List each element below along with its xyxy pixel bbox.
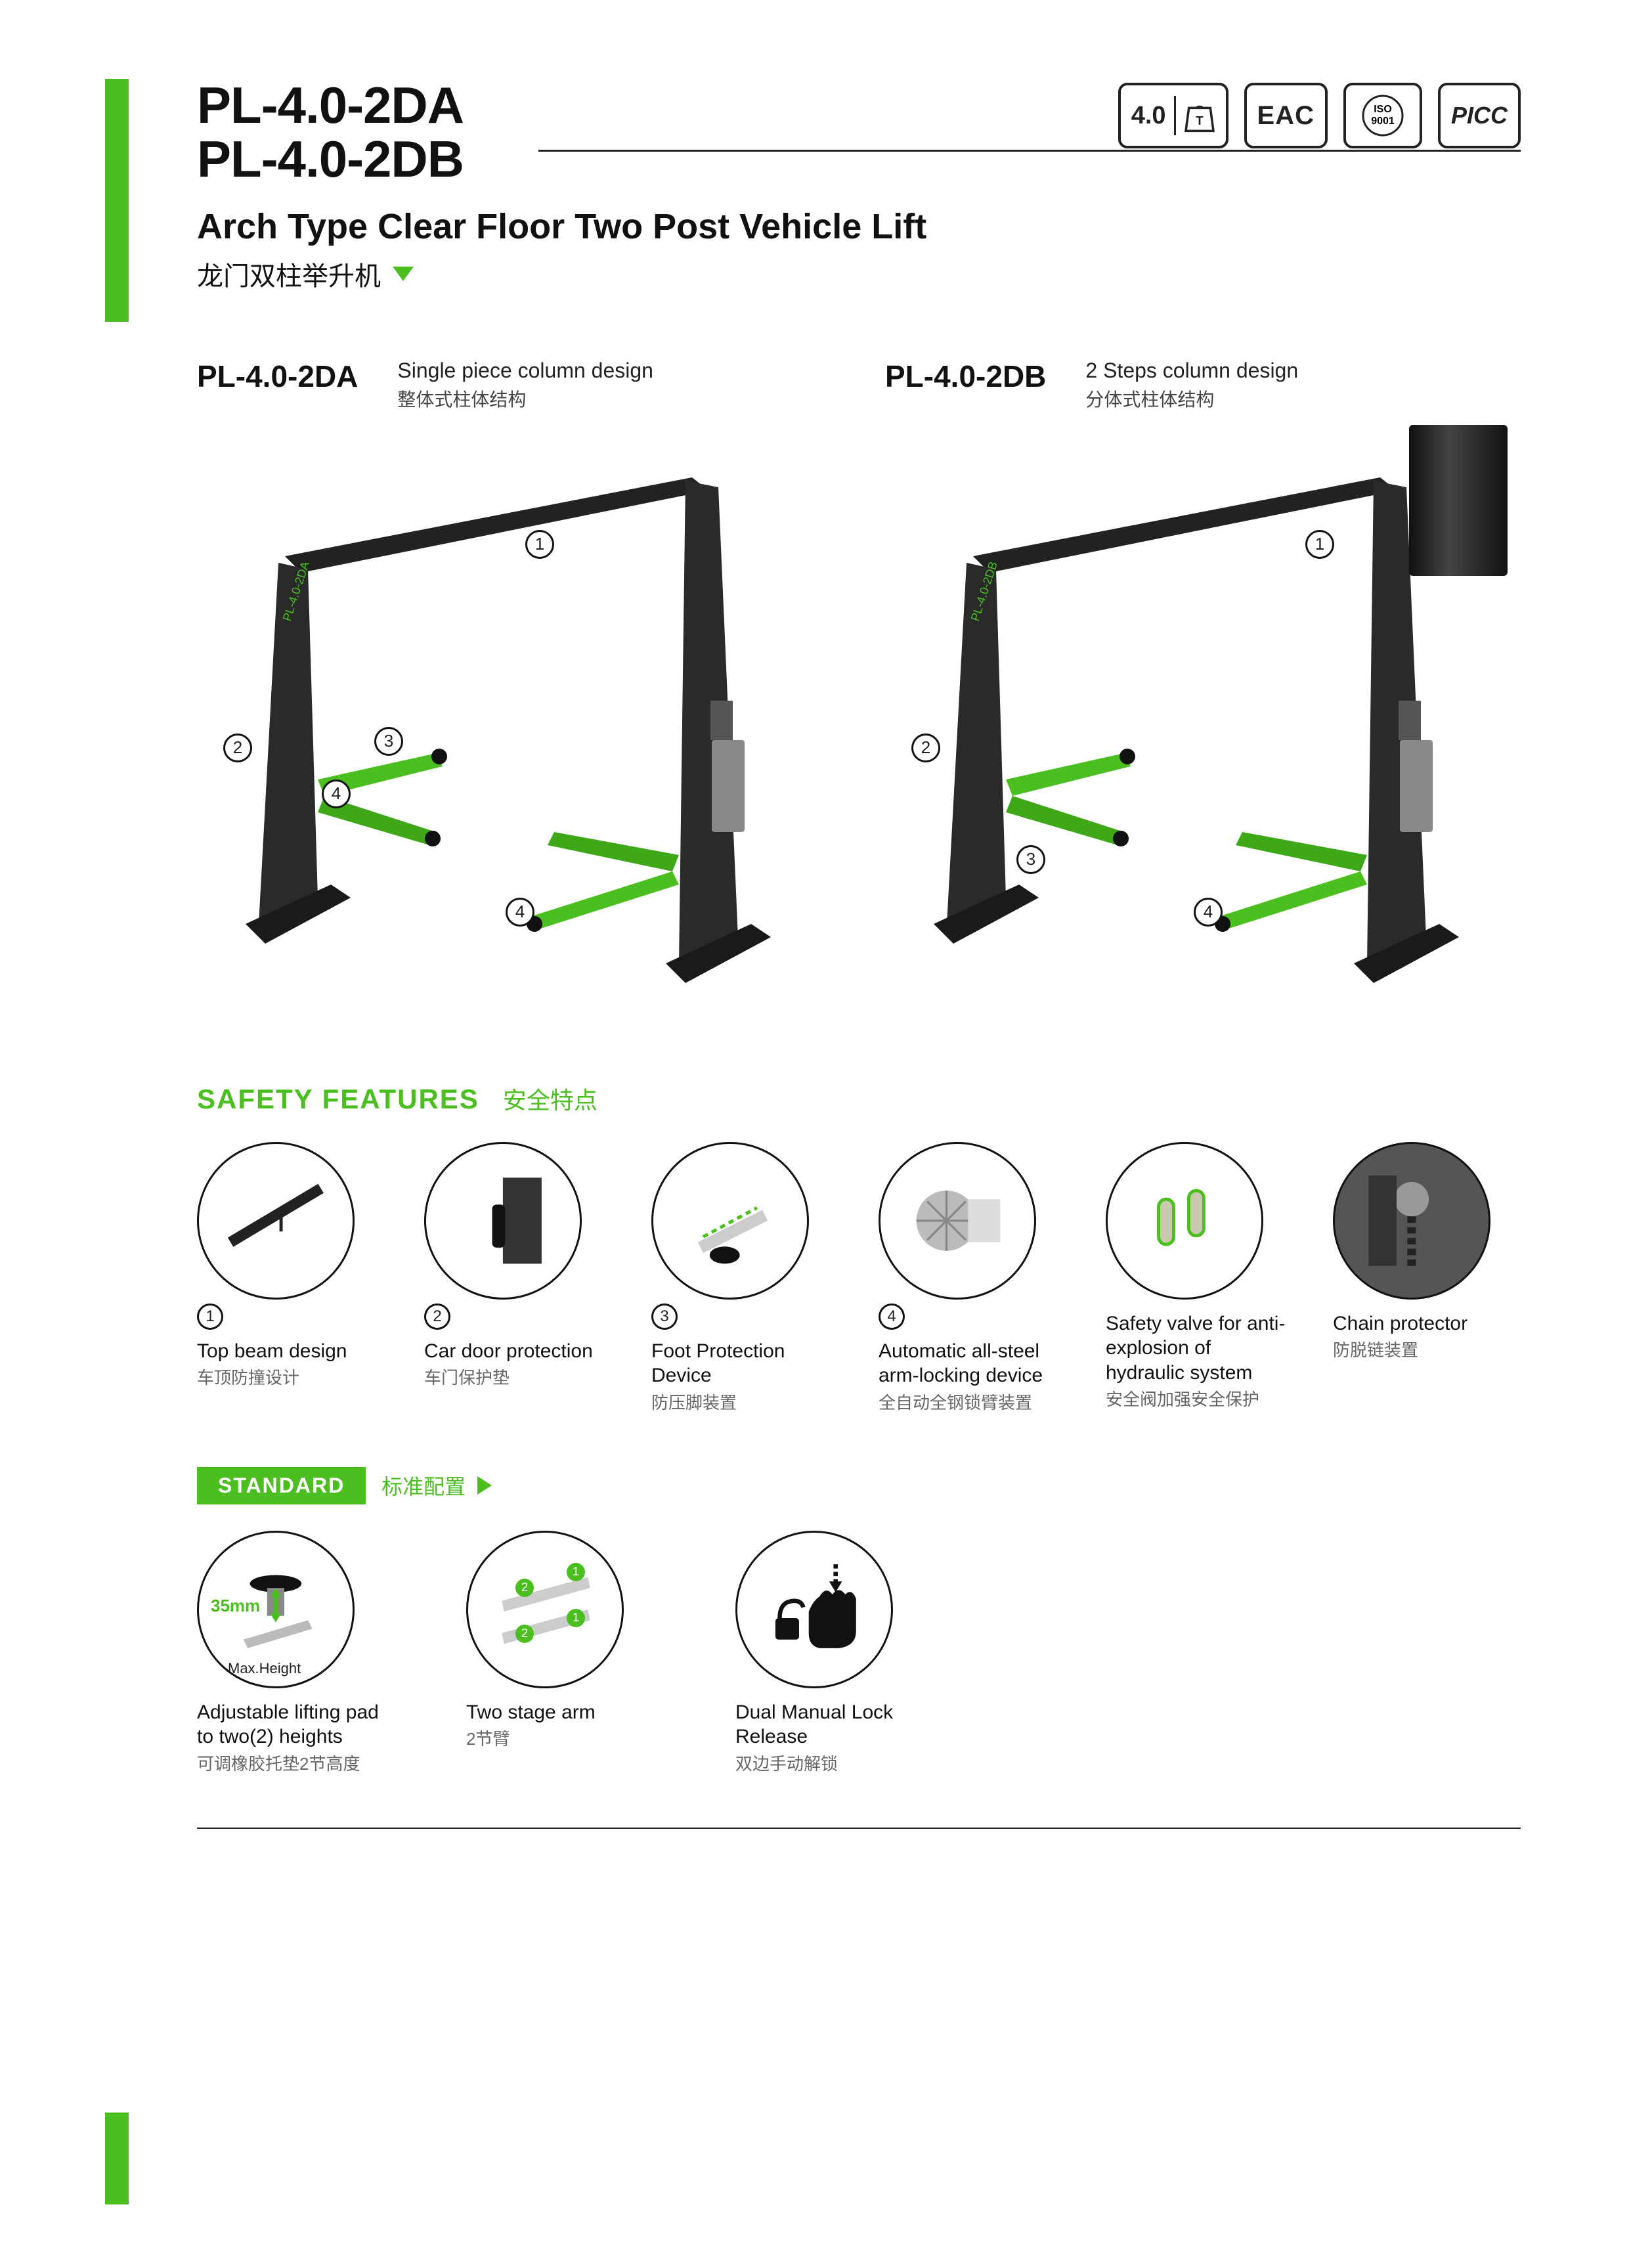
callout-b-3: 3 (1016, 845, 1045, 874)
feature-4-cn: 全自动全钢锁臂装置 (879, 1392, 1066, 1414)
bottom-rule (197, 1828, 1521, 1829)
arm-num-t1: 1 (567, 1563, 585, 1581)
iso-text-2: 9001 (1371, 116, 1395, 127)
standard-3-cn: 双边手动解锁 (735, 1753, 932, 1776)
feature-2-cn: 车门保护垫 (424, 1367, 612, 1390)
feature-num-3: 3 (651, 1304, 678, 1330)
callout-b-2: 2 (911, 734, 940, 762)
standard-3-en: Dual Manual Lock Release (735, 1700, 932, 1749)
capacity-badge: 4.0 T (1118, 83, 1228, 148)
subtitle-block: Arch Type Clear Floor Two Post Vehicle L… (197, 206, 1521, 293)
arm-num-b1: 1 (567, 1609, 585, 1627)
feature-3-cn: 防压脚装置 (651, 1392, 839, 1414)
safety-title-cn: 安全特点 (503, 1082, 598, 1116)
arm-num-t2: 2 (515, 1579, 534, 1597)
feature-4-en: Automatic all-steel arm-locking device (879, 1339, 1066, 1388)
feature-6-cn: 防脱链装置 (1333, 1340, 1521, 1362)
callout-b-4: 4 (1194, 898, 1223, 927)
callout-a-1: 1 (525, 530, 554, 559)
feature-arm-lock: 4 Automatic all-steel arm-locking device… (879, 1142, 1066, 1414)
badge-row: 4.0 T EAC ISO 9001 PICC (1118, 83, 1521, 148)
standard-dual-lock-release: Dual Manual Lock Release 双边手动解锁 (735, 1531, 932, 1776)
feature-1-en: Top beam design (197, 1339, 385, 1364)
safety-title-en: SAFETY FEATURES (197, 1084, 479, 1115)
product-b-desc-cn: 分体式柱体结构 (1085, 385, 1298, 412)
feature-2-en: Car door protection (424, 1339, 612, 1364)
feature-circle-1 (197, 1142, 355, 1300)
feature-5-en: Safety valve for anti-explosion of hydra… (1106, 1311, 1293, 1386)
subtitle-cn: 龙门双柱举升机 (197, 255, 381, 293)
feature-1-cn: 车顶防撞设计 (197, 1367, 385, 1390)
feature-3-en: Foot Protection Device (651, 1339, 839, 1388)
column-inset-icon (1409, 425, 1508, 576)
picc-badge: PICC (1438, 83, 1521, 148)
accent-bar-bottom (105, 2113, 129, 2204)
header-block: PL-4.0-2DA PL-4.0-2DB 4.0 T EAC (197, 79, 1521, 293)
feature-circle-3 (651, 1142, 809, 1300)
iso-text-1: ISO (1374, 104, 1392, 115)
feature-chain-protector: Chain protector 防脱链装置 (1333, 1142, 1521, 1414)
standard-1-cn: 可调橡胶托垫2节高度 (197, 1753, 394, 1776)
standard-1-en: Adjustable lifting pad to two(2) heights (197, 1700, 394, 1749)
feature-safety-valve: Safety valve for anti-explosion of hydra… (1106, 1142, 1293, 1414)
eac-badge: EAC (1244, 83, 1328, 148)
accent-bar-top (105, 79, 129, 322)
product-b: PL-4.0-2DB 2 Steps column design 分体式柱体结构 (885, 359, 1521, 1042)
triangle-down-icon (393, 267, 414, 281)
standard-heading: STANDARD 标准配置 (197, 1467, 492, 1504)
callout-a-2: 2 (223, 734, 252, 762)
arm-num-b2: 2 (515, 1625, 534, 1643)
pad-height-label: 35mm (211, 1596, 260, 1616)
subtitle-en: Arch Type Clear Floor Two Post Vehicle L… (197, 206, 1521, 247)
svg-text:T: T (1196, 114, 1204, 127)
safety-title: SAFETY FEATURES 安全特点 (197, 1082, 1521, 1116)
product-a-image: PL-4.0-2DA 1 2 3 4 4 (197, 425, 833, 1042)
feature-num-4: 4 (879, 1304, 905, 1330)
callout-b-1: 1 (1305, 530, 1334, 559)
standard-title-en: STANDARD (197, 1467, 366, 1504)
standard-row: 35mm Max.Height Adjustable lifting pad t… (197, 1531, 1521, 1776)
callout-a-4b: 4 (506, 898, 534, 927)
tonne-icon: T (1184, 97, 1215, 134)
callout-a-3: 3 (374, 727, 403, 756)
capacity-value: 4.0 (1131, 102, 1166, 130)
standard-two-stage-arm: 1 2 1 2 Two stage arm 2节臂 (466, 1531, 663, 1776)
standard-circle-3 (735, 1531, 893, 1688)
model-numbers: PL-4.0-2DA PL-4.0-2DB (197, 79, 464, 186)
products-row: PL-4.0-2DA Single piece column design 整体… (197, 359, 1521, 1042)
standard-lifting-pad: 35mm Max.Height Adjustable lifting pad t… (197, 1531, 394, 1776)
product-a-desc-cn: 整体式柱体结构 (397, 385, 653, 412)
safety-features-row: 1 Top beam design 车顶防撞设计 2 Car door prot… (197, 1142, 1521, 1414)
model-1: PL-4.0-2DA (197, 79, 464, 133)
feature-6-en: Chain protector (1333, 1311, 1521, 1336)
product-b-desc-en: 2 Steps column design (1085, 359, 1298, 383)
standard-circle-2: 1 2 1 2 (466, 1531, 624, 1688)
standard-title-cn: 标准配置 (381, 1470, 466, 1501)
standard-2-en: Two stage arm (466, 1700, 663, 1725)
feature-circle-5 (1106, 1142, 1263, 1300)
page-root: PL-4.0-2DA PL-4.0-2DB 4.0 T EAC (0, 0, 1652, 2257)
feature-foot-protection: 3 Foot Protection Device 防压脚装置 (651, 1142, 839, 1414)
standard-2-cn: 2节臂 (466, 1728, 663, 1751)
product-a-name: PL-4.0-2DA (197, 359, 358, 394)
product-a: PL-4.0-2DA Single piece column design 整体… (197, 359, 833, 1042)
feature-circle-6 (1333, 1142, 1490, 1300)
triangle-right-icon (477, 1476, 492, 1495)
pad-maxheight-label: Max.Height (228, 1660, 301, 1677)
feature-door-protection: 2 Car door protection 车门保护垫 (424, 1142, 612, 1414)
callout-a-4a: 4 (322, 779, 351, 808)
iso-badge: ISO 9001 (1343, 83, 1422, 148)
product-b-name: PL-4.0-2DB (885, 359, 1046, 394)
product-b-image: PL-4.0-2DB 1 2 3 4 (885, 425, 1521, 1042)
feature-top-beam: 1 Top beam design 车顶防撞设计 (197, 1142, 385, 1414)
feature-5-cn: 安全阀加强安全保护 (1106, 1389, 1293, 1411)
feature-circle-2 (424, 1142, 582, 1300)
model-2: PL-4.0-2DB (197, 133, 464, 186)
feature-circle-4 (879, 1142, 1036, 1300)
feature-num-1: 1 (197, 1304, 223, 1330)
product-a-desc-en: Single piece column design (397, 359, 653, 383)
standard-circle-1: 35mm Max.Height (197, 1531, 355, 1688)
feature-num-2: 2 (424, 1304, 450, 1330)
